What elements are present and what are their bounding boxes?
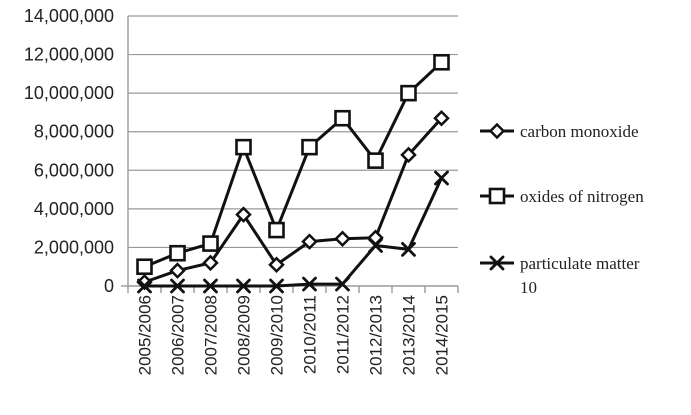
x-tick-label: 2009/2010 — [268, 295, 287, 375]
data-point-x — [170, 278, 185, 294]
data-point-x — [203, 278, 218, 294]
y-tick-label: 6,000,000 — [34, 160, 114, 180]
data-point-x — [401, 241, 416, 257]
data-point-x — [302, 276, 317, 292]
data-point-diamond — [169, 262, 186, 279]
data-point-square — [334, 109, 351, 127]
data-point-square — [268, 221, 285, 239]
data-point-diamond — [202, 254, 219, 272]
data-point-x — [368, 238, 383, 253]
data-point-square — [169, 244, 186, 262]
y-tick-label: 2,000,000 — [34, 237, 114, 257]
legend-swatch-marker — [489, 255, 505, 271]
y-tick-label: 10,000,000 — [24, 83, 114, 103]
series-lines — [136, 53, 450, 294]
data-point-square — [202, 235, 219, 252]
data-point-x — [137, 278, 152, 294]
data-point-square — [367, 152, 384, 169]
legend-entry: carbon monoxide — [480, 122, 639, 141]
data-point-square — [400, 84, 417, 102]
data-point-diamond — [334, 230, 351, 248]
y-axis-tick-labels: 0 2,000,000 4,000,000 6,000,000 8,000,000 10,… — [24, 6, 114, 296]
y-tick-label: 8,000,000 — [34, 122, 114, 142]
data-point-diamond — [268, 256, 285, 274]
data-point-x — [269, 278, 284, 294]
series-square — [136, 53, 450, 276]
legend-label: carbon monoxide — [520, 122, 639, 141]
data-point-x — [335, 276, 350, 292]
data-point-x-stroke — [137, 278, 152, 294]
data-point-x-stroke — [269, 278, 284, 294]
x-tick-label: 2008/2009 — [235, 295, 254, 375]
y-tick-label: 0 — [104, 276, 114, 296]
x-tick-label: 2007/2008 — [202, 295, 221, 375]
series-x — [137, 170, 449, 294]
data-point-x-stroke — [434, 170, 449, 186]
x-tick-label: 2005/2006 — [136, 295, 155, 375]
data-point-diamond — [301, 233, 318, 250]
legend-swatch-marker-stroke — [489, 255, 505, 271]
x-tick-label: 2012/2013 — [367, 295, 386, 375]
y-tick-label: 4,000,000 — [34, 199, 114, 219]
data-point-x — [434, 170, 449, 186]
data-point-x-stroke — [170, 278, 185, 294]
legend: carbon monoxide oxides of nitrogen particu… — [480, 122, 644, 297]
data-point-diamond — [400, 146, 417, 164]
data-point-x-stroke — [401, 241, 416, 257]
data-point-x-stroke — [203, 278, 218, 294]
data-point-square — [136, 258, 153, 276]
x-tick-label: 2006/2007 — [169, 295, 188, 375]
data-point-diamond — [433, 109, 450, 127]
data-point-square — [235, 138, 252, 156]
y-tick-label: 14,000,000 — [24, 6, 114, 26]
series-line — [144, 177, 443, 288]
data-point-x-stroke — [236, 278, 251, 294]
y-tick-label: 12,000,000 — [24, 45, 114, 65]
legend-entry: oxides of nitrogen — [480, 187, 644, 206]
legend-label: 10 — [520, 278, 537, 297]
data-point-square — [301, 138, 318, 156]
data-point-x-stroke — [302, 276, 317, 292]
legend-swatch-marker — [488, 122, 506, 140]
data-point-square — [433, 53, 450, 71]
series-line — [144, 117, 443, 284]
gridlines — [128, 15, 458, 249]
data-point-x-stroke — [368, 238, 383, 253]
series-diamond — [136, 109, 450, 291]
legend-label: oxides of nitrogen — [520, 187, 644, 206]
x-axis-tick-labels: 2005/2006 2006/2007 2007/2008 2008/2009 2009… — [136, 295, 452, 375]
series-line — [143, 61, 443, 269]
data-point-x-stroke — [335, 276, 350, 292]
x-tick-label: 2011/2012 — [334, 295, 353, 374]
data-point-diamond — [235, 206, 252, 223]
x-tick-label: 2013/2014 — [400, 295, 419, 375]
x-tick-label: 2010/2011 — [301, 295, 320, 374]
legend-swatch-marker — [488, 187, 506, 205]
data-point-x — [236, 278, 251, 294]
legend-entry: particulate matter 10 — [480, 254, 640, 297]
x-tick-label: 2014/2015 — [433, 295, 452, 375]
legend-label: particulate matter — [520, 254, 640, 273]
